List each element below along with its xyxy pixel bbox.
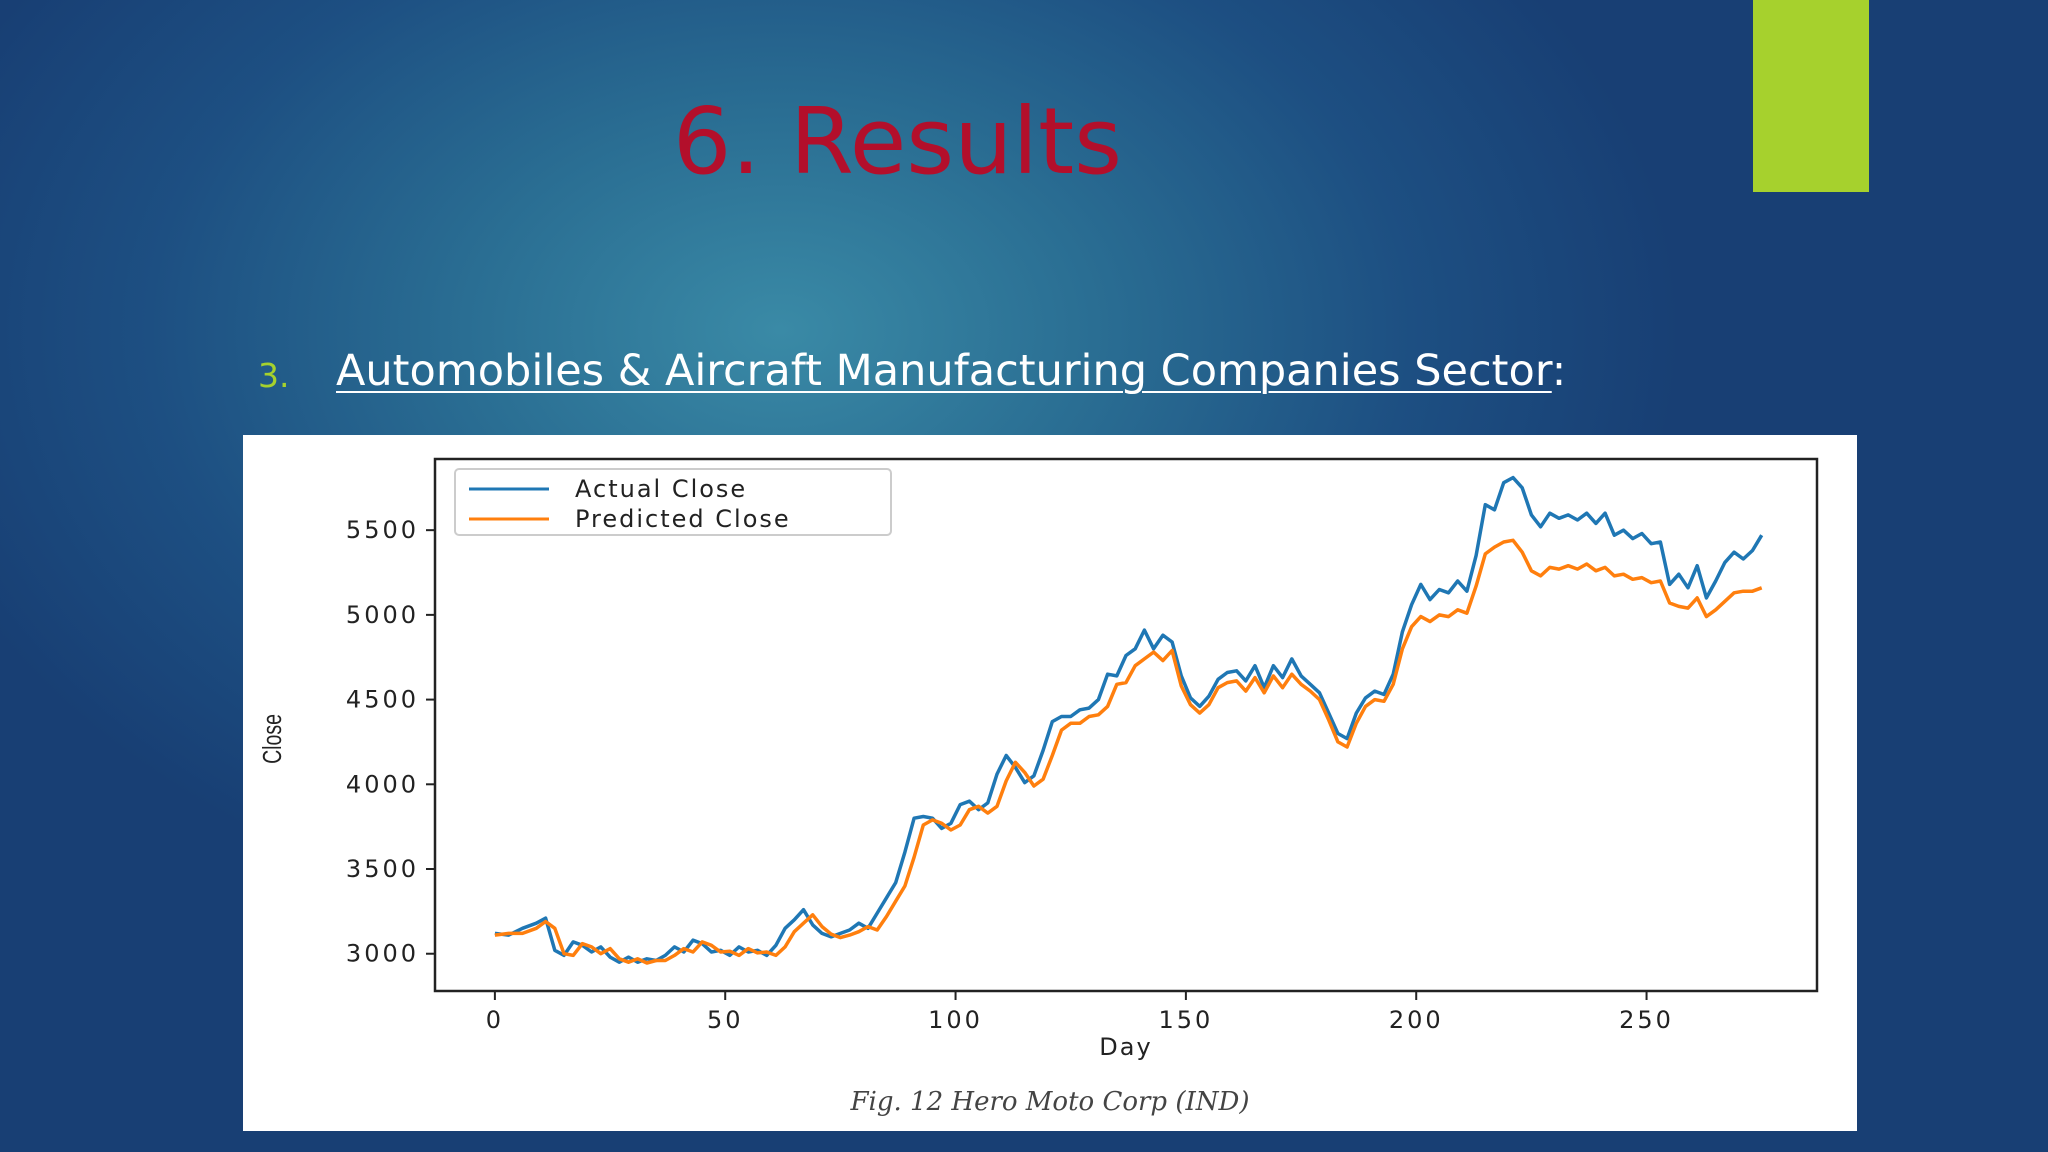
x-axis-label: Day (1099, 1033, 1152, 1061)
x-tick-label: 50 (707, 1006, 744, 1034)
x-tick-label: 250 (1619, 1006, 1674, 1034)
y-tick-label: 5500 (346, 516, 419, 544)
y-tick-label: 4500 (346, 686, 419, 714)
line-chart: 0 50 100 150 200 250 3000 3500 4000 4500 5000 5500 D… (257, 457, 1819, 1061)
x-tick-label: 100 (928, 1006, 983, 1034)
section-heading: Automobiles & Aircraft Manufacturing Com… (336, 346, 1566, 396)
x-tick-label: 0 (486, 1006, 504, 1034)
section-heading-text: Automobiles & Aircraft Manufacturing Com… (336, 346, 1552, 396)
bullet-number: 3. (258, 356, 290, 395)
y-tick-label: 3000 (346, 940, 419, 968)
y-axis-label: Close (257, 714, 286, 764)
figure-panel: 0 50 100 150 200 250 3000 3500 4000 4500 5000 5500 D… (243, 435, 1857, 1131)
accent-bar (1753, 0, 1869, 192)
legend-box (454, 468, 892, 536)
y-tick-label: 3500 (346, 855, 419, 883)
y-tick-label: 5000 (346, 601, 419, 629)
y-tick-label: 4000 (346, 770, 419, 798)
legend-label: Predicted Close (575, 505, 791, 533)
figure-caption: Fig. 12 Hero Moto Corp (IND) (850, 1087, 1250, 1117)
series-line-actual-close (494, 475, 1764, 964)
slide-title: 6. Results (672, 88, 1123, 195)
legend-label: Actual Close (575, 475, 747, 503)
x-tick-label: 150 (1158, 1006, 1213, 1034)
section-heading-colon: : (1551, 346, 1567, 396)
series-line-predicted-close (494, 538, 1763, 965)
plot-frame (433, 457, 1819, 993)
x-tick-label: 200 (1389, 1006, 1444, 1034)
